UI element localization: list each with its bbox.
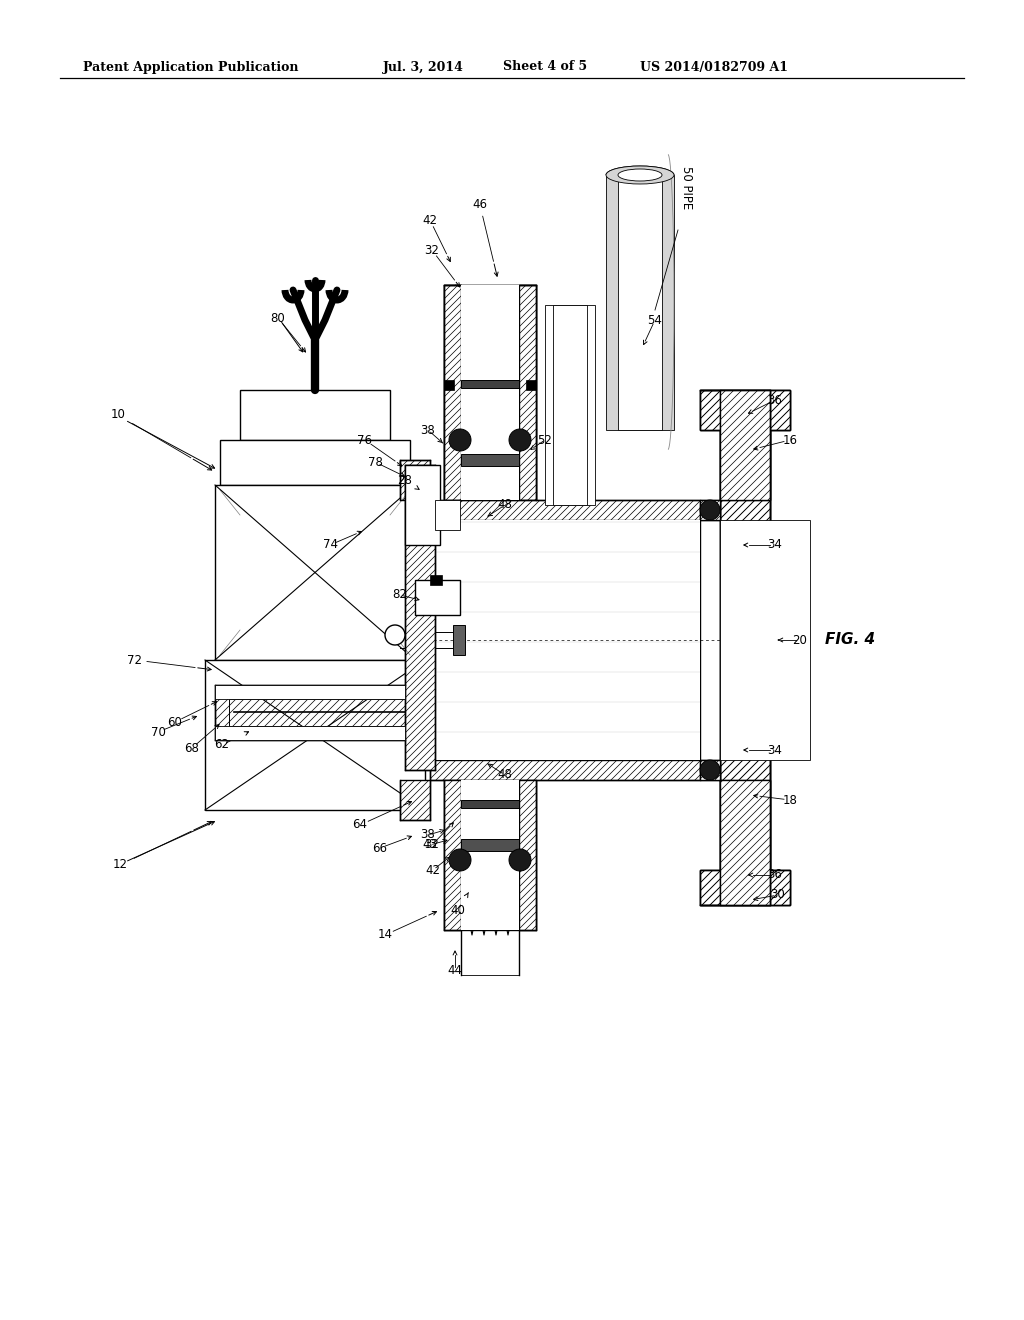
Circle shape <box>700 760 720 780</box>
Bar <box>461 380 519 388</box>
Polygon shape <box>215 726 406 741</box>
Text: 32: 32 <box>425 838 439 851</box>
Text: 16: 16 <box>782 433 798 446</box>
Text: 30: 30 <box>771 888 785 902</box>
Polygon shape <box>700 389 790 906</box>
Bar <box>215 484 415 660</box>
Polygon shape <box>700 389 770 520</box>
Polygon shape <box>430 760 700 780</box>
Circle shape <box>385 624 406 645</box>
Text: Jul. 3, 2014: Jul. 3, 2014 <box>383 61 464 74</box>
Text: 44: 44 <box>447 964 463 977</box>
Text: Sheet 4 of 5: Sheet 4 of 5 <box>503 61 587 74</box>
Text: 50 PIPE: 50 PIPE <box>680 166 693 210</box>
Circle shape <box>509 429 531 451</box>
Circle shape <box>700 500 720 520</box>
Text: 80: 80 <box>270 312 286 325</box>
Circle shape <box>449 429 471 451</box>
Text: 12: 12 <box>113 858 128 871</box>
Bar <box>205 660 425 810</box>
Polygon shape <box>430 500 700 520</box>
Text: 28: 28 <box>397 474 413 487</box>
Polygon shape <box>215 685 406 700</box>
Polygon shape <box>400 780 430 820</box>
Bar <box>430 520 700 760</box>
Text: 48: 48 <box>498 499 512 511</box>
Text: 70: 70 <box>151 726 166 738</box>
Bar <box>453 624 465 655</box>
Text: 43: 43 <box>423 838 437 851</box>
Polygon shape <box>700 760 770 906</box>
Text: Patent Application Publication: Patent Application Publication <box>83 61 299 74</box>
Polygon shape <box>519 780 536 931</box>
Bar <box>229 700 421 726</box>
Ellipse shape <box>606 166 674 183</box>
Text: 82: 82 <box>392 589 408 602</box>
Text: 52: 52 <box>538 433 552 446</box>
Polygon shape <box>444 285 461 500</box>
Text: 68: 68 <box>184 742 200 755</box>
Polygon shape <box>400 459 430 500</box>
Bar <box>215 685 406 741</box>
Text: 46: 46 <box>472 198 487 211</box>
Bar <box>461 800 519 808</box>
Text: 48: 48 <box>498 768 512 781</box>
Text: 64: 64 <box>352 818 368 832</box>
Text: 32: 32 <box>425 243 439 256</box>
Text: 66: 66 <box>373 842 387 854</box>
Text: US 2014/0182709 A1: US 2014/0182709 A1 <box>640 61 788 74</box>
Bar <box>606 176 674 430</box>
Bar <box>430 576 442 585</box>
Text: 38: 38 <box>421 829 435 842</box>
Polygon shape <box>406 465 440 545</box>
Ellipse shape <box>618 169 662 181</box>
Text: 36: 36 <box>768 393 782 407</box>
Text: FIG. 4: FIG. 4 <box>825 632 876 648</box>
Text: 42: 42 <box>423 214 437 227</box>
Circle shape <box>449 849 471 871</box>
Polygon shape <box>519 285 536 500</box>
Bar <box>720 520 810 760</box>
Text: 14: 14 <box>378 928 392 941</box>
Bar <box>461 454 519 466</box>
Text: 62: 62 <box>214 738 229 751</box>
Bar <box>545 305 595 506</box>
Bar <box>461 840 519 851</box>
Text: 20: 20 <box>793 634 808 647</box>
Text: 36: 36 <box>768 869 782 882</box>
Text: 54: 54 <box>647 314 663 326</box>
Text: 38: 38 <box>421 424 435 437</box>
Bar <box>220 440 410 484</box>
Text: 74: 74 <box>323 539 338 552</box>
Text: 34: 34 <box>768 743 782 756</box>
Text: 34: 34 <box>768 539 782 552</box>
Polygon shape <box>415 579 460 615</box>
Text: 72: 72 <box>128 653 142 667</box>
Text: 76: 76 <box>357 433 373 446</box>
Text: 78: 78 <box>368 455 382 469</box>
Text: 18: 18 <box>782 793 798 807</box>
Bar <box>240 389 390 440</box>
Text: 42: 42 <box>426 863 440 876</box>
Text: 10: 10 <box>111 408 125 421</box>
Bar <box>444 380 454 389</box>
Text: 40: 40 <box>451 903 466 916</box>
Polygon shape <box>435 500 460 531</box>
Bar <box>526 380 536 389</box>
Polygon shape <box>406 465 435 770</box>
Circle shape <box>509 849 531 871</box>
Polygon shape <box>444 780 461 931</box>
Bar <box>461 285 519 500</box>
Bar <box>553 305 587 506</box>
Bar <box>461 780 519 931</box>
Bar <box>618 176 662 430</box>
Text: 60: 60 <box>168 715 182 729</box>
